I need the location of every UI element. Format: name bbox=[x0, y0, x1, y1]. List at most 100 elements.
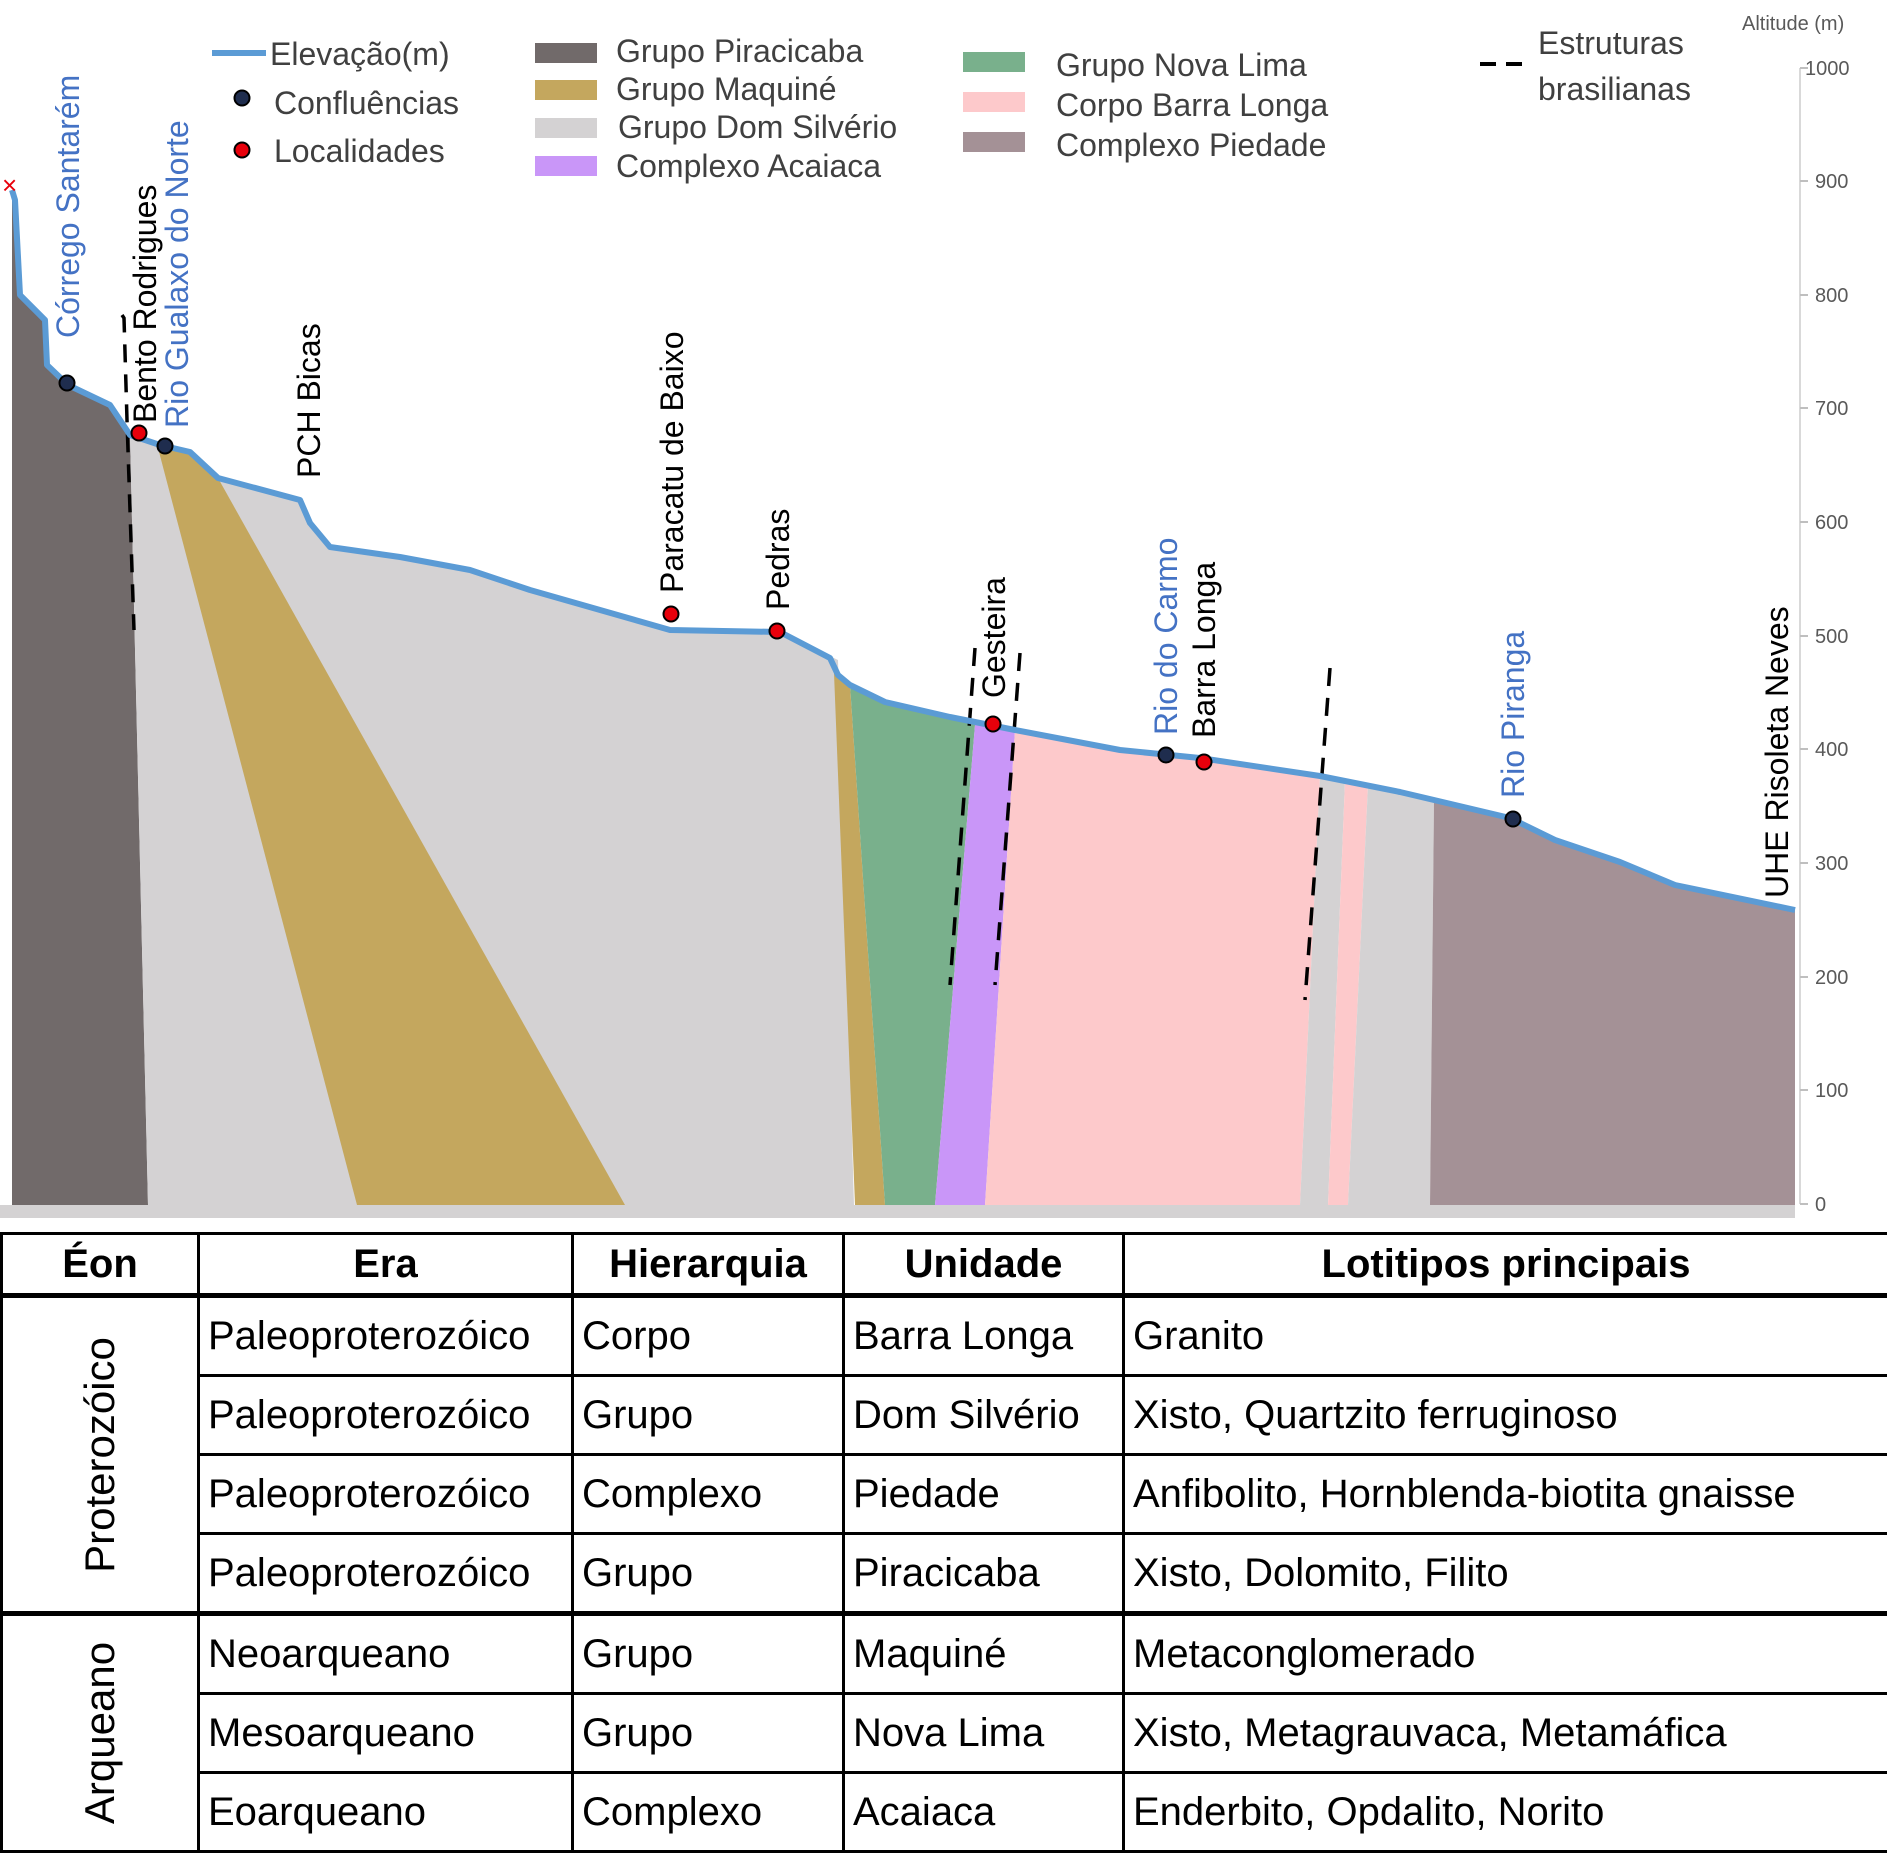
legend-elevation-label: Elevação(m) bbox=[270, 36, 450, 72]
unit-cell: Nova Lima bbox=[844, 1694, 1124, 1773]
label-paracatu: Paracatu de Baixo bbox=[654, 332, 690, 594]
hierarchy-cell: Grupo bbox=[573, 1534, 844, 1614]
legend-label-dom-silverio: Grupo Dom Silvério bbox=[618, 109, 897, 145]
header-unidade: Unidade bbox=[844, 1234, 1124, 1296]
header-era: Era bbox=[199, 1234, 573, 1296]
unit-cell: Acaiaca bbox=[844, 1773, 1124, 1852]
header-hierarquia: Hierarquia bbox=[573, 1234, 844, 1296]
lithotypes-cell: Granito bbox=[1124, 1296, 1887, 1376]
unit-barra-longa-main bbox=[985, 730, 1320, 1205]
hierarchy-cell: Grupo bbox=[573, 1694, 844, 1773]
locality-paracatu bbox=[664, 607, 679, 622]
label-pch-bicas: PCH Bicas bbox=[291, 323, 327, 478]
era-cell: Paleoproterozóico bbox=[199, 1376, 573, 1455]
hierarchy-cell: Complexo bbox=[573, 1455, 844, 1534]
hierarchy-cell: Corpo bbox=[573, 1296, 844, 1376]
era-cell: Paleoproterozóico bbox=[199, 1296, 573, 1376]
legend-confluence-label: Confluências bbox=[274, 85, 459, 121]
label-pedras: Pedras bbox=[760, 509, 796, 610]
lithotypes-cell: Metaconglomerado bbox=[1124, 1614, 1887, 1694]
confluence-rio-piranga bbox=[1506, 812, 1521, 827]
unit-cell: Barra Longa bbox=[844, 1296, 1124, 1376]
lithotypes-cell: Anfibolito, Hornblenda-biotita gnaisse bbox=[1124, 1455, 1887, 1534]
header-eon: Éon bbox=[2, 1234, 199, 1296]
y-tick-label: 0 bbox=[1815, 1194, 1826, 1216]
legend-swatch-piedade bbox=[963, 132, 1025, 152]
legend-structures-label-2: brasilianas bbox=[1538, 71, 1691, 107]
legend-label-piedade: Complexo Piedade bbox=[1056, 127, 1326, 163]
legend-structures-label-1: Estruturas bbox=[1538, 25, 1684, 61]
legend: Elevação(m) Confluências Localidades Gru… bbox=[212, 25, 1691, 184]
stratigraphy-table: Éon Era Hierarquia Unidade Lotitipos pri… bbox=[0, 1232, 1887, 1853]
header-litotipos: Lotitipos principais bbox=[1124, 1234, 1887, 1296]
lithotypes-cell: Xisto, Quartzito ferruginoso bbox=[1124, 1376, 1887, 1455]
locality-bento-rodrigues bbox=[132, 426, 147, 441]
table-row: Paleoproterozóico Complexo Piedade Anfib… bbox=[2, 1455, 1887, 1534]
label-rio-do-carmo: Rio do Carmo bbox=[1148, 538, 1184, 735]
legend-swatch-acaiaca bbox=[535, 156, 597, 176]
legend-label-acaiaca: Complexo Acaiaca bbox=[616, 148, 881, 184]
locality-gesteira bbox=[986, 717, 1001, 732]
table-row: Arqueano Neoarqueano Grupo Maquiné Metac… bbox=[2, 1614, 1887, 1694]
label-bento-rodrigues: Bento Rodrigues bbox=[127, 185, 163, 423]
eon-label: Proterozóico bbox=[76, 1337, 124, 1573]
era-cell: Neoarqueano bbox=[199, 1614, 573, 1694]
lithotypes-cell: Xisto, Metagrauvaca, Metamáfica bbox=[1124, 1694, 1887, 1773]
era-cell: Paleoproterozóico bbox=[199, 1455, 573, 1534]
legend-label-piracicaba: Grupo Piracicaba bbox=[616, 33, 863, 69]
geologic-profile: × Córrego Santarém Bento Rodrigues Rio G… bbox=[0, 0, 1887, 1225]
ground-base bbox=[0, 1205, 1795, 1218]
unit-cell: Dom Silvério bbox=[844, 1376, 1124, 1455]
legend-label-barra-longa: Corpo Barra Longa bbox=[1056, 87, 1328, 123]
unit-cell: Piracicaba bbox=[844, 1534, 1124, 1614]
era-cell: Paleoproterozóico bbox=[199, 1534, 573, 1614]
y-tick-label: 800 bbox=[1815, 285, 1848, 307]
confluence-corrego-santarem bbox=[60, 376, 75, 391]
legend-swatch-maquine bbox=[535, 80, 597, 100]
eon-cell: Proterozóico bbox=[2, 1296, 199, 1614]
legend-label-nova-lima: Grupo Nova Lima bbox=[1056, 47, 1307, 83]
era-cell: Mesoarqueano bbox=[199, 1694, 573, 1773]
legend-swatch-dom-silverio bbox=[535, 118, 597, 138]
y-tick-label: 900 bbox=[1815, 171, 1848, 193]
y-tick-label: 200 bbox=[1815, 967, 1848, 989]
legend-swatch-barra-longa bbox=[963, 92, 1025, 112]
y-tick-label: 500 bbox=[1815, 626, 1848, 648]
y-tick-label: 400 bbox=[1815, 739, 1848, 761]
y-tick-label: 1000 bbox=[1805, 58, 1850, 80]
confluence-rio-gualaxo bbox=[158, 439, 173, 454]
label-barra-longa: Barra Longa bbox=[1186, 562, 1222, 738]
legend-locality-label: Localidades bbox=[274, 133, 445, 169]
legend-swatch-nova-lima bbox=[963, 52, 1025, 72]
y-tick-label: 600 bbox=[1815, 512, 1848, 534]
confluence-rio-do-carmo bbox=[1159, 748, 1174, 763]
legend-label-maquine: Grupo Maquiné bbox=[616, 71, 837, 107]
label-rio-gualaxo: Rio Gualaxo do Norte bbox=[159, 120, 195, 428]
y-tick-label: 300 bbox=[1815, 853, 1848, 875]
eon-label: Arqueano bbox=[76, 1642, 124, 1824]
table-row: Mesoarqueano Grupo Nova Lima Xisto, Meta… bbox=[2, 1694, 1887, 1773]
y-tick-label: 100 bbox=[1815, 1080, 1848, 1102]
era-cell: Eoarqueano bbox=[199, 1773, 573, 1852]
lithotypes-cell: Enderbito, Opdalito, Norito bbox=[1124, 1773, 1887, 1852]
table-row: Eoarqueano Complexo Acaiaca Enderbito, O… bbox=[2, 1773, 1887, 1852]
table-row: Paleoproterozóico Grupo Piracicaba Xisto… bbox=[2, 1534, 1887, 1614]
y-tick-label: 700 bbox=[1815, 398, 1848, 420]
y-axis-title: Altitude (m) bbox=[1742, 13, 1844, 35]
source-marker-icon: × bbox=[2, 170, 17, 200]
hierarchy-cell: Complexo bbox=[573, 1773, 844, 1852]
unit-cell: Maquiné bbox=[844, 1614, 1124, 1694]
hierarchy-cell: Grupo bbox=[573, 1376, 844, 1455]
table-header-row: Éon Era Hierarquia Unidade Lotitipos pri… bbox=[2, 1234, 1887, 1296]
table-row: Proterozóico Paleoproterozóico Corpo Bar… bbox=[2, 1296, 1887, 1376]
table-row: Paleoproterozóico Grupo Dom Silvério Xis… bbox=[2, 1376, 1887, 1455]
legend-confluence-icon bbox=[235, 91, 250, 106]
label-rio-piranga: Rio Piranga bbox=[1495, 631, 1531, 798]
label-uhe: UHE Risoleta Neves bbox=[1759, 606, 1795, 898]
hierarchy-cell: Grupo bbox=[573, 1614, 844, 1694]
legend-locality-icon bbox=[235, 143, 250, 158]
locality-barra-longa bbox=[1197, 755, 1212, 770]
lithotypes-cell: Xisto, Dolomito, Filito bbox=[1124, 1534, 1887, 1614]
legend-swatch-piracicaba bbox=[535, 43, 597, 63]
label-corrego-santarem: Córrego Santarém bbox=[50, 75, 86, 338]
